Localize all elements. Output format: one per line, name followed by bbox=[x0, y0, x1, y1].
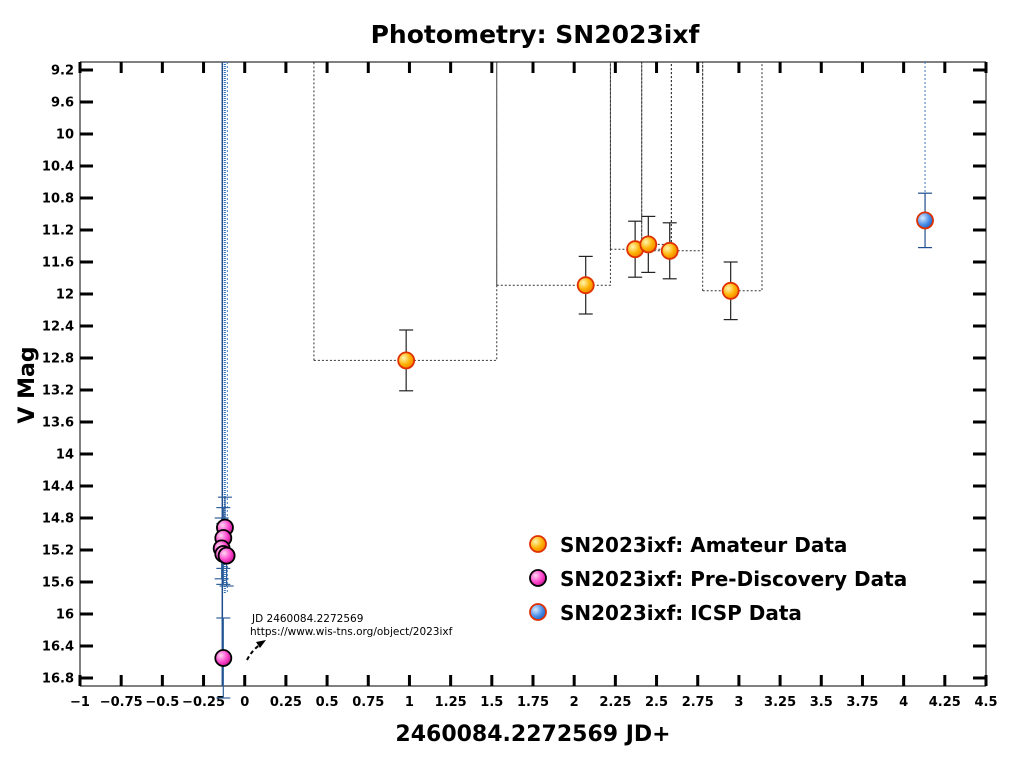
y-tick-label: 12.8 bbox=[42, 352, 74, 367]
y-tick-label: 11.2 bbox=[42, 224, 74, 239]
y-tick-label: 15.2 bbox=[42, 544, 74, 559]
x-tick-label: 2.25 bbox=[599, 695, 631, 710]
x-tick-label: −0.25 bbox=[182, 695, 225, 710]
x-tick-label: 4 bbox=[899, 695, 908, 710]
x-tick-label: 3.75 bbox=[846, 695, 878, 710]
annotation-arrow-line bbox=[246, 643, 262, 661]
x-tick-label: −1 bbox=[70, 695, 90, 710]
x-tick-label: 0.25 bbox=[270, 695, 302, 710]
x-tick-label: 0 bbox=[240, 695, 249, 710]
data-point bbox=[721, 281, 740, 300]
y-tick-label: 12 bbox=[56, 288, 74, 303]
legend-marker bbox=[529, 569, 547, 587]
data-point bbox=[397, 351, 416, 370]
x-tick-label: 3.5 bbox=[810, 695, 833, 710]
x-tick-label: 1 bbox=[405, 695, 414, 710]
y-tick-label: 10.4 bbox=[42, 160, 74, 175]
y-tick-label: 14 bbox=[56, 448, 74, 463]
x-tick-label: 3 bbox=[734, 695, 743, 710]
y-tick-label: 11.6 bbox=[42, 256, 74, 271]
x-axis-ticks: −1 −0.75 −0.5 −0.25 0 0.25 0.5 0.75 1 1.25 1.5 1.75… bbox=[70, 62, 998, 710]
guide-step bbox=[641, 62, 672, 245]
y-tick-label: 16.4 bbox=[42, 640, 74, 655]
x-tick-label: 0.5 bbox=[316, 695, 339, 710]
data-point bbox=[660, 241, 679, 260]
legend-marker bbox=[529, 603, 547, 621]
guide-step bbox=[702, 62, 763, 292]
x-tick-label: 3.25 bbox=[764, 695, 796, 710]
data-point bbox=[916, 211, 934, 230]
chart-title: Photometry: SN2023ixf bbox=[371, 20, 701, 49]
y-tick-label: 16 bbox=[56, 608, 74, 623]
data-point bbox=[214, 649, 233, 667]
legend: SN2023ixf: Amateur Data SN2023ixf: Pre-Di… bbox=[529, 533, 907, 625]
series-0 bbox=[397, 215, 740, 392]
x-tick-label: −0.75 bbox=[100, 695, 143, 710]
x-tick-label: 0.75 bbox=[352, 695, 384, 710]
y-tick-label: 13.2 bbox=[42, 384, 74, 399]
legend-label: SN2023ixf: Pre-Discovery Data bbox=[560, 567, 907, 591]
y-tick-label: 12.4 bbox=[42, 320, 74, 335]
y-tick-label: 14.8 bbox=[42, 512, 74, 527]
plot-frame bbox=[79, 61, 987, 687]
legend-marker bbox=[529, 535, 547, 553]
x-tick-label: −0.5 bbox=[145, 695, 179, 710]
y-axis-ticks: 9.2 9.6 10 10.4 10.8 11.2 11.6 12 12.4 12.8 13.2 13… bbox=[42, 64, 986, 687]
y-tick-label: 13.6 bbox=[42, 416, 74, 431]
series-layer bbox=[212, 192, 934, 699]
x-tick-label: 1.75 bbox=[517, 695, 549, 710]
x-tick-label: 4.25 bbox=[929, 695, 961, 710]
series-2 bbox=[916, 192, 934, 249]
annotation-url-text: https://www.wis-tns.org/object/2023ixf bbox=[250, 626, 453, 638]
y-tick-label: 9.6 bbox=[51, 96, 74, 111]
y-axis-label: V Mag bbox=[15, 346, 40, 423]
y-tick-label: 14.4 bbox=[42, 480, 74, 495]
y-tick-label: 10 bbox=[56, 128, 74, 143]
x-tick-label: 1.25 bbox=[435, 695, 467, 710]
y-tick-label: 9.2 bbox=[51, 64, 74, 79]
y-tick-label: 16.8 bbox=[42, 672, 74, 687]
annotation-arrow-head bbox=[256, 640, 266, 648]
legend-label: SN2023ixf: ICSP Data bbox=[560, 601, 802, 625]
x-tick-label: 4.5 bbox=[974, 695, 997, 710]
y-tick-label: 10.8 bbox=[42, 192, 74, 207]
guide-step bbox=[496, 62, 611, 286]
annotation: JD 2460084.2272569 https://www.wis-tns.o… bbox=[246, 613, 453, 661]
dotted-guides bbox=[221, 62, 926, 686]
data-point bbox=[639, 235, 658, 254]
data-point bbox=[217, 546, 236, 565]
x-tick-label: 2.75 bbox=[682, 695, 714, 710]
annotation-jd-text: JD 2460084.2272569 bbox=[251, 613, 363, 625]
x-tick-label: 1.5 bbox=[480, 695, 503, 710]
x-tick-label: 2.5 bbox=[645, 695, 668, 710]
legend-label: SN2023ixf: Amateur Data bbox=[560, 533, 847, 557]
series-1 bbox=[212, 496, 236, 699]
guide-step bbox=[313, 62, 498, 361]
x-tick-label: 2 bbox=[570, 695, 579, 710]
data-point bbox=[576, 276, 595, 295]
x-axis-label: 2460084.2272569 JD+ bbox=[395, 722, 670, 747]
y-tick-label: 15.6 bbox=[42, 576, 74, 591]
